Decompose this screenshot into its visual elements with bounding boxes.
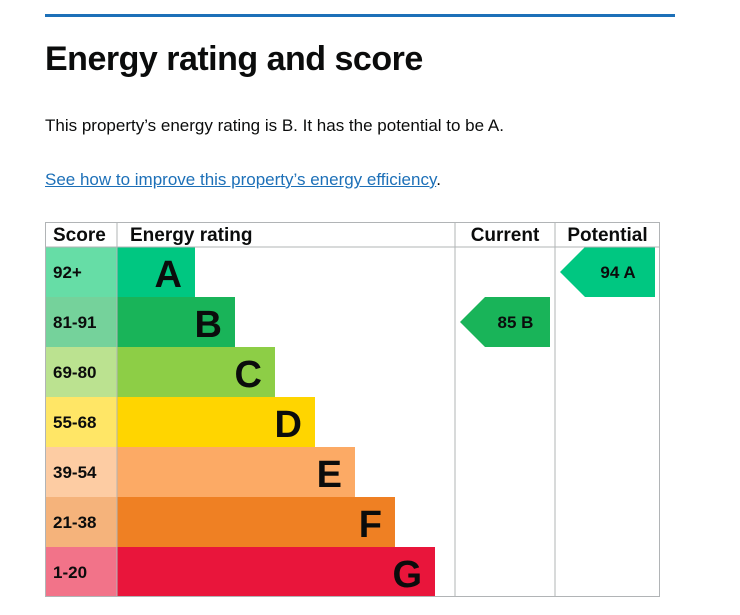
rating-letter-a: A bbox=[155, 254, 182, 296]
rating-letter-c: C bbox=[235, 354, 262, 396]
score-cell-e bbox=[45, 447, 117, 497]
score-range-f: 21-38 bbox=[53, 513, 96, 532]
score-cell-f bbox=[45, 497, 117, 547]
current-arrow bbox=[460, 297, 550, 347]
header-potential: Potential bbox=[567, 225, 647, 246]
score-cell-b bbox=[45, 297, 117, 347]
page-title: Energy rating and score bbox=[45, 40, 423, 78]
rating-letter-f: F bbox=[359, 504, 382, 546]
help-suffix: . bbox=[436, 170, 441, 189]
score-cell-a bbox=[45, 247, 117, 297]
header-energy-rating: Energy rating bbox=[130, 225, 252, 246]
rating-bar-g bbox=[117, 547, 435, 597]
potential-arrow bbox=[560, 247, 655, 297]
rating-letter-g: G bbox=[392, 554, 422, 596]
score-range-d: 55-68 bbox=[53, 413, 96, 432]
top-rule bbox=[45, 14, 675, 17]
rating-letter-b: B bbox=[195, 304, 222, 346]
score-range-c: 69-80 bbox=[53, 363, 96, 382]
rating-letter-e: E bbox=[317, 454, 342, 496]
rating-bar-e bbox=[117, 447, 355, 497]
rating-bar-f bbox=[117, 497, 395, 547]
rating-bar-d bbox=[117, 397, 315, 447]
current-rating-label: 85 B bbox=[498, 313, 534, 332]
help-paragraph: See how to improve this property’s energ… bbox=[45, 170, 441, 190]
score-cell-g bbox=[45, 547, 117, 597]
score-range-e: 39-54 bbox=[53, 463, 97, 482]
table-border bbox=[45, 222, 660, 597]
rating-bar-b bbox=[117, 297, 235, 347]
score-range-g: 1-20 bbox=[53, 563, 87, 582]
score-range-a: 92+ bbox=[53, 263, 82, 282]
score-range-b: 81-91 bbox=[53, 313, 96, 332]
potential-rating-label: 94 A bbox=[600, 263, 635, 282]
intro-text: This property’s energy rating is B. It h… bbox=[45, 116, 504, 135]
score-cell-d bbox=[45, 397, 117, 447]
header-score: Score bbox=[53, 225, 106, 246]
rating-bar-c bbox=[117, 347, 275, 397]
score-cell-c bbox=[45, 347, 117, 397]
rating-letter-d: D bbox=[275, 404, 302, 446]
improve-efficiency-link[interactable]: See how to improve this property’s energ… bbox=[45, 170, 437, 189]
header-current: Current bbox=[471, 225, 540, 246]
rating-bar-a bbox=[117, 247, 195, 297]
